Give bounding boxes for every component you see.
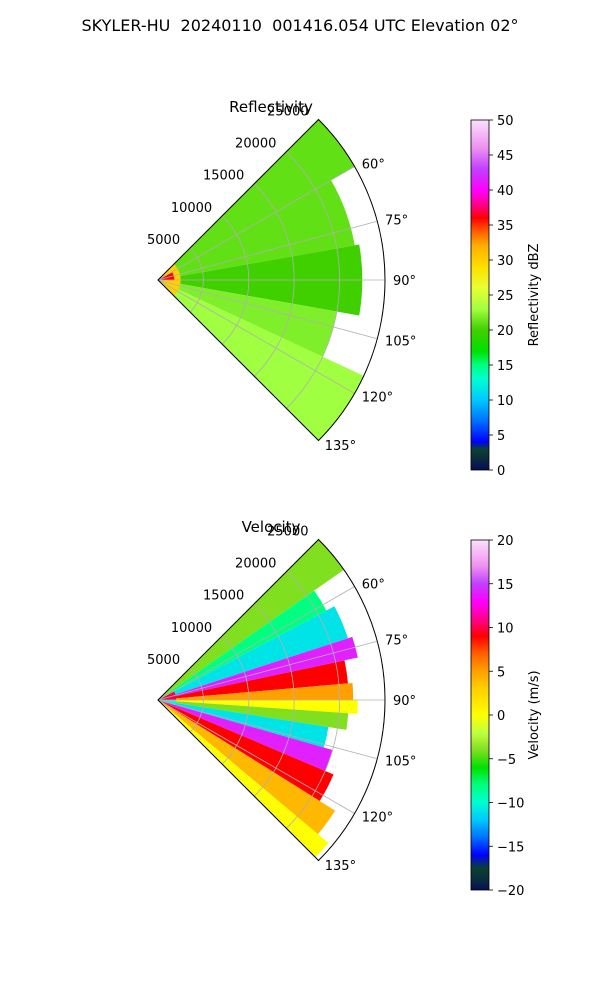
colorbar-tick-label: 20: [497, 534, 514, 549]
data-sector: [158, 682, 354, 700]
figure-title: SKYLER-HU 20240110 001416.054 UTC Elevat…: [81, 16, 519, 35]
theta-tick-label: 60°: [362, 158, 385, 173]
colorbar-label: Reflectivity dBZ: [527, 244, 542, 347]
azimuth-spoke: [157, 220, 378, 281]
range-tick-label: 25000: [267, 104, 308, 119]
range-tick-label: 15000: [203, 169, 244, 184]
azimuth-spoke: [157, 699, 355, 814]
data-sector: [158, 539, 344, 700]
colorbar-tick-label: 5: [497, 429, 505, 444]
theta-tick-label: 135°: [325, 859, 356, 874]
azimuth-spoke: [157, 640, 378, 701]
data-sector: [158, 606, 348, 700]
data-sector: [158, 590, 327, 700]
colorbar-tick-label: 10: [497, 622, 514, 637]
data-sector: [158, 636, 358, 700]
reflectivity-panel: Reflectivity60°75°90°105°120°135°5000100…: [147, 98, 542, 479]
azimuth-spoke: [157, 586, 355, 701]
colorbar-tick-label: 5: [497, 665, 505, 680]
theta-tick-label: 60°: [362, 578, 385, 593]
azimuth-spoke: [157, 279, 355, 394]
theta-tick-label: 135°: [325, 439, 356, 454]
data-sector: [158, 700, 358, 714]
theta-tick-label: 105°: [385, 334, 416, 349]
data-sector: [158, 700, 336, 835]
theta-tick-label: 75°: [385, 214, 408, 229]
colorbar-tick-label: 20: [497, 324, 514, 339]
colorbar-tick-label: −5: [497, 753, 516, 768]
velocity-panel: Velocity 60° 75° 90° 105° 120° 135° 5000 10000 15…: [147, 518, 542, 899]
data-sector-near: [158, 691, 177, 700]
range-tick-label: 10000: [171, 621, 212, 636]
range-tick-label: 10000: [171, 201, 212, 216]
data-sector: [158, 119, 355, 281]
panel-title: Reflectivity: [229, 98, 313, 116]
range-tick-label: 15000: [203, 589, 244, 604]
theta-tick-label: 90°: [393, 274, 416, 289]
colorbar-tick-label: −20: [497, 884, 524, 899]
theta-tick-label: 120°: [362, 811, 393, 826]
data-sector: [158, 280, 337, 357]
sector-frame: [157, 118, 386, 442]
colorbar-tick-label: 0: [497, 464, 505, 479]
colorbar-tick-label: 45: [497, 149, 514, 164]
colorbar-tick-label: −15: [497, 840, 524, 855]
data-sector: [158, 180, 355, 280]
colorbar-tick-label: −10: [497, 797, 524, 812]
panel-title: Velocity: [242, 518, 301, 536]
data-sector: [158, 700, 329, 748]
colorbar-tick-label: 15: [497, 578, 514, 593]
range-tick-label: 20000: [235, 137, 276, 152]
data-sector: [158, 280, 364, 441]
azimuth-spoke: [157, 279, 378, 340]
colorbar-tick-label: 10: [497, 394, 514, 409]
theta-tick-label: 90°: [393, 694, 416, 709]
colorbar-tick-label: 40: [497, 184, 514, 199]
data-sector: [158, 660, 348, 700]
colorbar-tick-label: 50: [497, 114, 514, 129]
azimuth-spoke: [157, 166, 355, 281]
data-sector: [158, 700, 349, 730]
theta-tick-label: 120°: [362, 391, 393, 406]
azimuth-spoke: [157, 699, 378, 760]
colorbar-tick-label: 25: [497, 289, 514, 304]
sector-frame: [157, 538, 386, 862]
colorbar: [470, 539, 490, 891]
colorbar-label: Velocity (m/s): [527, 670, 542, 759]
theta-tick-label: 105°: [385, 754, 416, 769]
data-sector: [158, 700, 333, 771]
colorbar-tick-label: 30: [497, 254, 514, 269]
colorbar-tick-label: 0: [497, 709, 505, 724]
range-tick-label: 5000: [147, 233, 180, 248]
colorbar-tick-label: 15: [497, 359, 514, 374]
data-sector: [158, 700, 329, 858]
range-tick-label: 20000: [235, 557, 276, 572]
theta-tick-label: 75°: [385, 634, 408, 649]
colorbar: [470, 119, 490, 471]
colorbar-tick-label: 35: [497, 219, 514, 234]
range-tick-label: 25000: [267, 524, 308, 539]
range-tick-label: 5000: [147, 653, 180, 668]
